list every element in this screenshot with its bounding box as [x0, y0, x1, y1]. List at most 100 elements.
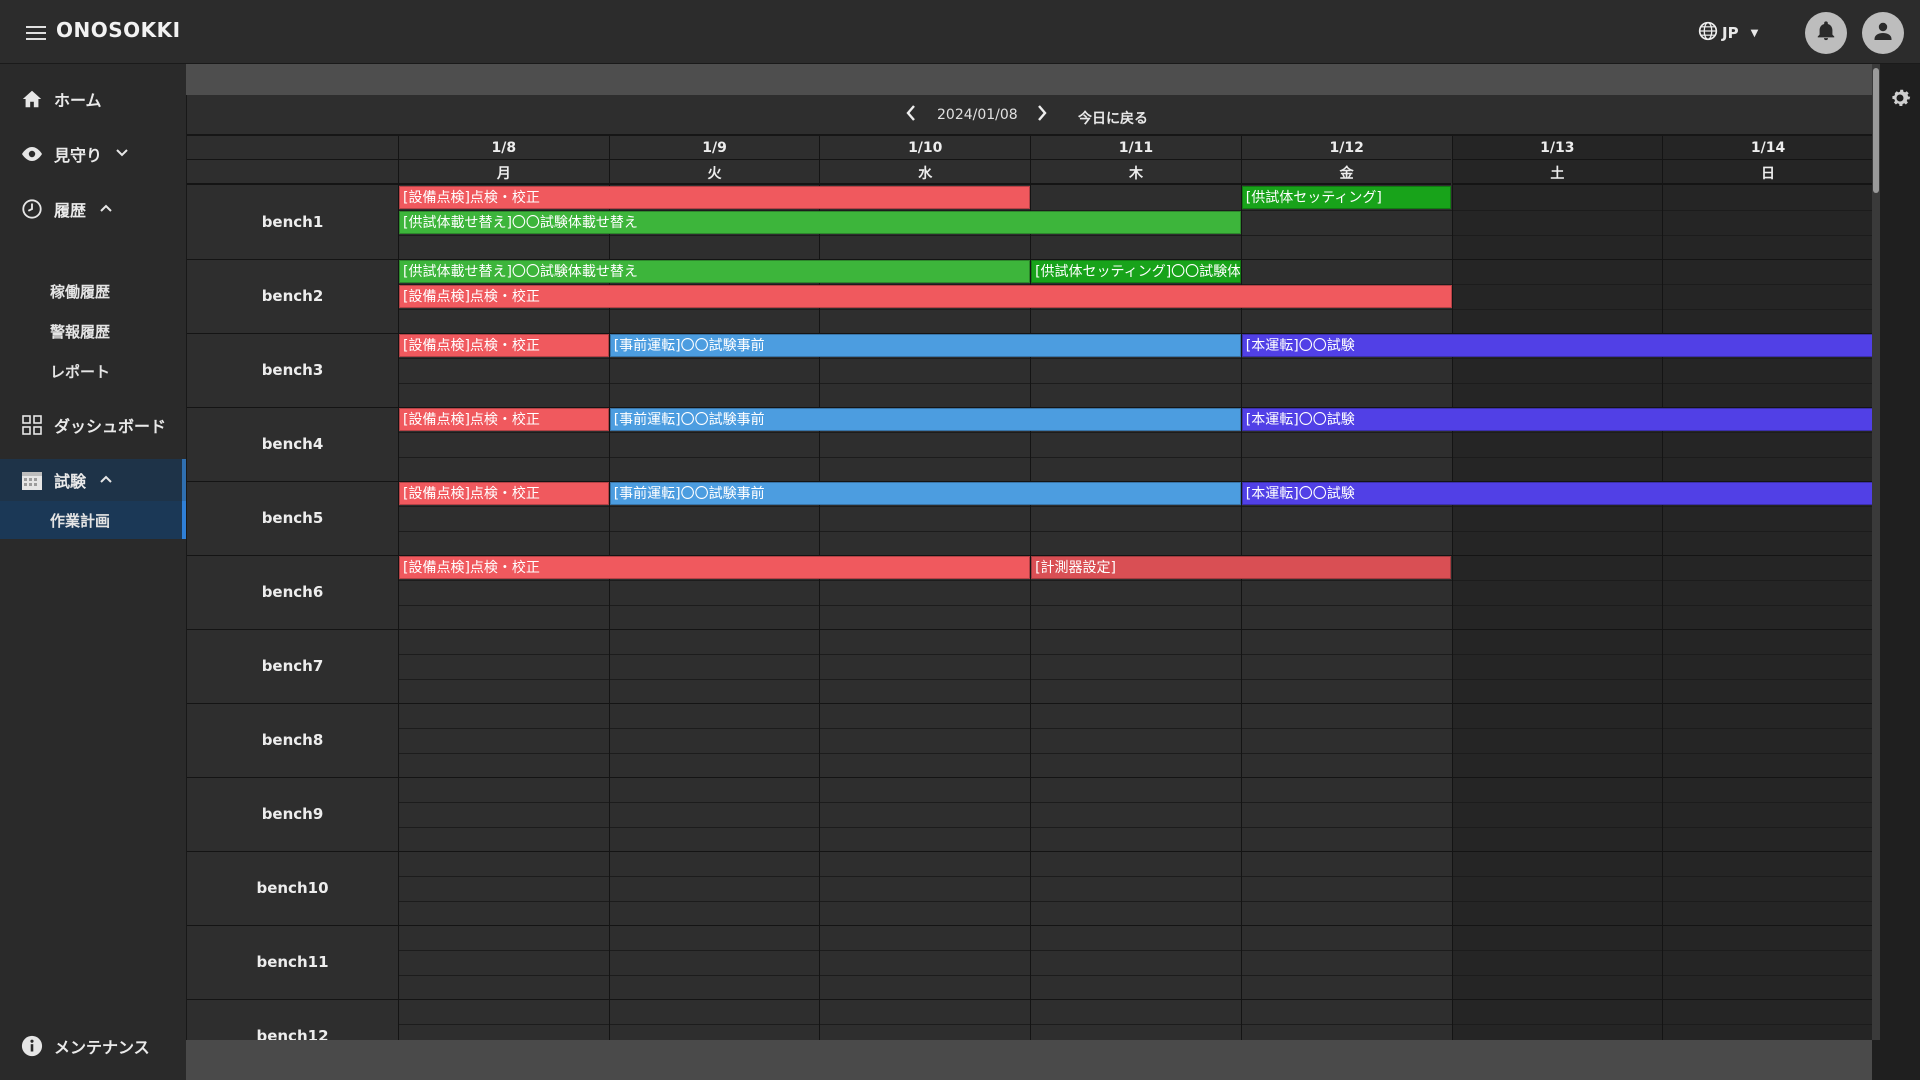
lane-divider: [398, 901, 1872, 902]
brand-logo: ONOSOKKI: [56, 18, 181, 42]
day-header-weekday: 火: [608, 160, 820, 185]
globe-icon: [1698, 21, 1718, 45]
bench-label: bench8: [261, 731, 324, 749]
row-divider: [187, 629, 1872, 630]
chevron-right-icon[interactable]: [1036, 105, 1048, 126]
home-icon: [20, 87, 44, 111]
bench-label: bench12: [256, 1027, 329, 1040]
header-corner: [187, 136, 398, 160]
lane-divider: [398, 728, 1872, 729]
lane-divider: [398, 383, 1872, 384]
column-divider: [1451, 136, 1453, 1040]
menu-icon[interactable]: [24, 22, 48, 42]
bottom-strip: [186, 1040, 1872, 1080]
bench-label: bench9: [261, 805, 324, 823]
weekend-column: [1662, 185, 1872, 1040]
schedule-event[interactable]: [設備点検]点検・校正: [399, 482, 609, 505]
sidebar-item-label: 試験: [54, 472, 87, 491]
account-button[interactable]: [1862, 12, 1904, 54]
lane-divider: [398, 432, 1872, 433]
schedule-event[interactable]: [設備点検]点検・校正: [399, 556, 1031, 579]
bench-label: bench1: [261, 213, 324, 231]
sidebar-item-home[interactable]: ホーム: [0, 78, 186, 120]
day-header-weekday: 土: [1451, 160, 1663, 185]
sidebar-item-label: メンテナンス: [54, 1038, 150, 1057]
lane-divider: [398, 1024, 1872, 1025]
chevron-left-icon[interactable]: [905, 105, 917, 126]
lane-divider: [398, 309, 1872, 310]
sidebar-item-history[interactable]: 履歴: [0, 188, 186, 230]
lane-divider: [398, 457, 1872, 458]
schedule-event[interactable]: [本運転]〇〇試験: [1241, 408, 1872, 431]
schedule-event[interactable]: [設備点検]点検・校正: [399, 408, 609, 431]
lane-divider: [398, 210, 1872, 211]
schedule-event[interactable]: [供試体載せ替え]〇〇試験体載せ替え: [399, 211, 1241, 234]
row-divider: [187, 333, 1872, 334]
day-header-weekday: 月: [398, 160, 609, 185]
sidebar-item-maintenance[interactable]: メンテナンス: [0, 1025, 186, 1067]
column-divider: [819, 136, 821, 1040]
sidebar-item-work-plan[interactable]: 作業計画: [0, 501, 186, 539]
bench-label: bench10: [256, 879, 329, 897]
bench-label: bench3: [261, 361, 324, 379]
schedule-event[interactable]: [事前運転]〇〇試験事前: [609, 408, 1241, 431]
lane-divider: [398, 531, 1872, 532]
bench-label: bench7: [261, 657, 324, 675]
language-selector[interactable]: JP ▼: [1698, 20, 1758, 46]
sidebar-item-label: ホーム: [54, 91, 102, 110]
schedule-event[interactable]: [計測器設定]: [1031, 556, 1452, 579]
row-divider: [187, 999, 1872, 1000]
schedule-event[interactable]: [事前運転]〇〇試験事前: [609, 334, 1241, 357]
today-button[interactable]: 今日に戻る: [1078, 111, 1148, 127]
bench-label: bench11: [256, 953, 329, 971]
bench-label: bench6: [261, 583, 324, 601]
lane-divider: [398, 679, 1872, 680]
lane-divider: [398, 802, 1872, 803]
clock-icon: [20, 197, 44, 221]
language-label: JP: [1722, 24, 1739, 42]
day-header-date: 1/9: [608, 136, 820, 160]
day-header-weekday: 水: [819, 160, 1031, 185]
day-header-weekday: 木: [1030, 160, 1241, 185]
schedule-event[interactable]: [設備点検]点検・校正: [399, 334, 609, 357]
schedule-event[interactable]: [供試体セッティング]: [1241, 186, 1452, 209]
schedule-event[interactable]: [事前運転]〇〇試験事前: [609, 482, 1241, 505]
schedule-event[interactable]: [設備点検]点検・校正: [399, 186, 1031, 209]
sidebar-item-dashboard[interactable]: ダッシュボード: [0, 404, 186, 446]
notifications-button[interactable]: [1805, 12, 1847, 54]
lane-divider: [398, 753, 1872, 754]
schedule-event[interactable]: [本運転]〇〇試験: [1241, 334, 1872, 357]
sidebar-item-report[interactable]: レポート: [50, 362, 111, 381]
lane-divider: [398, 235, 1872, 236]
lane-divider: [398, 580, 1872, 581]
scrollbar-thumb[interactable]: [1873, 68, 1879, 193]
schedule-event[interactable]: [供試体セッティング]〇〇試験体: [1031, 260, 1241, 283]
day-header-date: 1/12: [1240, 136, 1452, 160]
bell-icon: [1815, 20, 1837, 46]
gear-icon[interactable]: [1888, 86, 1912, 110]
sidebar-item-monitoring[interactable]: 見守り: [0, 133, 186, 175]
day-header-weekday: 日: [1662, 160, 1872, 185]
weekend-column: [1451, 185, 1663, 1040]
row-divider: [187, 851, 1872, 852]
column-divider: [398, 136, 399, 1040]
info-icon: [20, 1034, 44, 1058]
sidebar-item-operation-history[interactable]: 稼働履歴: [50, 282, 111, 301]
row-divider: [187, 481, 1872, 482]
sidebar-item-label: 履歴: [54, 201, 87, 220]
top-app-bar: ONOSOKKI JP ▼: [0, 0, 1920, 64]
schedule-event[interactable]: [本運転]〇〇試験: [1241, 482, 1872, 505]
row-divider: [187, 555, 1872, 556]
vertical-scrollbar[interactable]: [1872, 64, 1880, 1040]
eye-icon: [20, 142, 44, 166]
schedule-event[interactable]: [供試体載せ替え]〇〇試験体載せ替え: [399, 260, 1031, 283]
row-divider: [187, 407, 1872, 408]
row-divider: [187, 259, 1872, 260]
row-divider: [187, 703, 1872, 704]
bench-label: bench5: [261, 509, 324, 527]
sidebar-item-test[interactable]: 試験: [0, 459, 186, 501]
schedule-event[interactable]: [設備点検]点検・校正: [399, 285, 1452, 308]
lane-divider: [398, 950, 1872, 951]
header-corner: [187, 160, 398, 185]
sidebar-item-alarm-history[interactable]: 警報履歴: [50, 322, 111, 341]
